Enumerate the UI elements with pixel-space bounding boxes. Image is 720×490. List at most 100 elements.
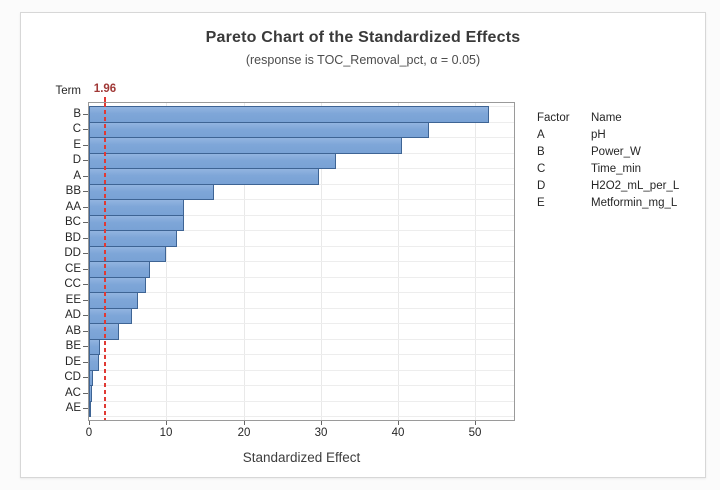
- pareto-bar[interactable]: [89, 292, 138, 309]
- pareto-bar[interactable]: [89, 246, 166, 262]
- term-label: CE: [65, 263, 81, 275]
- y-axis-tick: [83, 160, 88, 161]
- h-gridline: [89, 339, 514, 340]
- legend-factor-code: E: [537, 197, 545, 209]
- y-axis-tick: [83, 145, 88, 146]
- h-gridline: [89, 416, 514, 417]
- x-axis-tick: [398, 421, 399, 425]
- legend-factor-name: Time_min: [591, 163, 642, 175]
- chart-title: Pareto Chart of the Standardized Effects: [205, 29, 521, 46]
- term-label: AD: [65, 309, 81, 321]
- term-label: EE: [65, 294, 81, 306]
- h-gridline: [89, 261, 514, 262]
- pareto-bar[interactable]: [89, 308, 132, 324]
- h-gridline: [89, 199, 514, 200]
- reference-line[interactable]: [104, 103, 106, 420]
- y-axis-tick: [83, 191, 88, 192]
- term-label: E: [73, 139, 81, 151]
- term-label: CC: [64, 278, 81, 290]
- legend-header-factor: Factor: [537, 112, 570, 124]
- x-tick-label: 50: [468, 427, 482, 439]
- pareto-bar[interactable]: [89, 370, 93, 386]
- y-axis-tick: [83, 253, 88, 254]
- y-axis-tick: [83, 393, 88, 394]
- term-label: BD: [65, 232, 81, 244]
- term-label: A: [73, 170, 81, 182]
- term-label: B: [73, 108, 81, 120]
- pareto-bar[interactable]: [89, 385, 92, 402]
- legend-factor-code: D: [537, 180, 546, 192]
- legend-row: E Metformin_mg_L: [537, 195, 679, 212]
- h-gridline: [89, 230, 514, 231]
- y-axis-tick: [83, 176, 88, 177]
- x-axis-tick: [244, 421, 245, 425]
- pareto-bar[interactable]: [89, 106, 489, 123]
- pareto-bar[interactable]: [89, 122, 429, 138]
- x-axis-tick: [166, 421, 167, 425]
- graph-window: Pareto Chart of the Standardized Effects…: [20, 12, 706, 478]
- pareto-bar[interactable]: [89, 168, 319, 185]
- h-gridline: [89, 246, 514, 247]
- legend-factor-code: C: [537, 163, 546, 175]
- y-axis-tick: [83, 284, 88, 285]
- pareto-bar[interactable]: [89, 339, 100, 355]
- h-gridline: [89, 354, 514, 355]
- pareto-bar[interactable]: [89, 153, 336, 169]
- legend-header-name: Name: [591, 112, 622, 124]
- y-axis-title: Term: [55, 85, 81, 97]
- x-tick-label: 20: [237, 427, 251, 439]
- term-label: AB: [65, 325, 81, 337]
- legend-row: B Power_W: [537, 144, 679, 161]
- term-label: AE: [65, 402, 81, 414]
- x-tick-label: 0: [85, 427, 93, 439]
- x-tick-label: 10: [159, 427, 173, 439]
- legend-factor-name: Metformin_mg_L: [591, 197, 678, 209]
- term-label: BB: [65, 185, 81, 197]
- legend-row: C Time_min: [537, 161, 679, 178]
- y-axis-tick: [83, 331, 88, 332]
- term-label: CD: [64, 371, 81, 383]
- legend-header: Factor Name: [537, 110, 679, 127]
- y-axis-tick: [83, 346, 88, 347]
- term-label: AA: [65, 201, 81, 213]
- h-gridline: [89, 277, 514, 278]
- pareto-bar[interactable]: [89, 230, 177, 247]
- legend-factor-name: Power_W: [591, 146, 641, 158]
- x-axis-tick: [475, 421, 476, 425]
- y-axis-tick: [83, 408, 88, 409]
- term-label: BE: [65, 340, 81, 352]
- h-gridline: [89, 385, 514, 386]
- legend-factor-code: A: [537, 129, 545, 141]
- pareto-bar[interactable]: [89, 261, 150, 278]
- x-axis-title: Standardized Effect: [242, 450, 361, 465]
- y-axis-tick: [83, 269, 88, 270]
- y-axis-tick: [83, 129, 88, 130]
- x-axis-tick: [321, 421, 322, 425]
- term-label: D: [72, 154, 81, 166]
- h-gridline: [89, 215, 514, 216]
- x-tick-label: 40: [391, 427, 405, 439]
- x-tick-label: 30: [314, 427, 328, 439]
- y-axis-tick: [83, 377, 88, 378]
- pareto-bar[interactable]: [89, 137, 402, 154]
- h-gridline: [89, 292, 514, 293]
- pareto-bar[interactable]: [89, 354, 99, 371]
- pareto-bar[interactable]: [89, 401, 91, 417]
- h-gridline: [89, 401, 514, 402]
- x-axis-tick: [89, 421, 90, 425]
- reference-line-tick: [104, 97, 106, 102]
- plot-area: [88, 102, 515, 421]
- y-axis-tick: [83, 114, 88, 115]
- pareto-bar[interactable]: [89, 184, 214, 200]
- h-gridline: [89, 370, 514, 371]
- legend-factor-code: B: [537, 146, 545, 158]
- legend-factor-name: H2O2_mL_per_L: [591, 180, 680, 192]
- y-axis-tick: [83, 300, 88, 301]
- y-axis-tick: [83, 315, 88, 316]
- term-label: DE: [65, 356, 81, 368]
- term-label: C: [72, 123, 81, 135]
- y-axis-tick: [83, 207, 88, 208]
- y-axis-tick: [83, 362, 88, 363]
- term-label: DD: [64, 247, 81, 259]
- pareto-bar[interactable]: [89, 277, 146, 293]
